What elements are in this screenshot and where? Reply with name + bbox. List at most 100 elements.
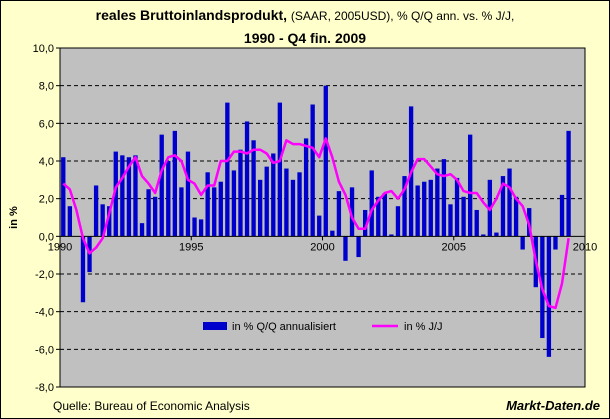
y-axis-label: in % [8,206,20,229]
plot-area [60,48,585,387]
y-tick-label: 4,0 [39,156,54,168]
bar [80,236,86,303]
bar [113,151,118,237]
y-tick-label: 8,0 [39,81,54,93]
bar [303,138,309,237]
legend-label-bars: in % Q/Q annualisiert [232,321,336,333]
x-tick-label: 1990 [48,241,72,253]
bar [474,209,479,237]
bar [126,157,132,237]
bar [415,185,420,237]
bar [205,172,210,237]
bar [93,185,99,237]
bar [343,236,348,261]
bar [559,194,565,237]
chart-subtitle: 1990 - Q4 fin. 2009 [243,30,367,46]
bar [461,196,466,237]
bar [402,176,407,237]
bar [225,102,230,237]
plot-border [59,47,586,388]
bar [120,155,125,237]
bar [323,85,328,237]
y-tick-label: -8,0 [35,382,54,394]
bar [297,172,302,237]
bar [172,130,178,237]
bar [481,234,486,237]
bar-series [61,85,571,357]
bar [231,170,237,237]
x-tick-label: 2005 [442,241,466,253]
line-series [62,137,570,310]
bar [454,177,460,237]
bar [61,157,66,237]
bar [100,204,105,237]
bar [152,196,158,237]
bar [467,134,473,237]
bar [546,236,552,357]
bar [507,168,512,237]
y-tick-label: -2,0 [35,269,54,281]
y-tick-label: 6,0 [39,118,54,130]
bar [192,217,197,237]
y-tick-label: 10,0 [33,43,54,55]
bar [349,187,355,237]
y-tick-label: -4,0 [35,307,54,319]
bar [317,215,322,237]
bar [244,121,250,237]
bar [251,140,256,237]
bar [356,236,361,258]
bar [264,166,269,237]
bar [369,170,374,237]
bar [566,130,571,237]
bar [310,104,315,237]
bar [67,206,73,237]
y-tick-label: 0,0 [39,231,54,243]
bar [494,232,499,237]
bar [362,209,368,237]
bar [389,234,394,237]
bar [428,179,433,237]
bar [185,151,191,237]
bar [271,153,276,237]
chart-title-normal: (SAAR, 2005USD), % Q/Q ann. vs. % J/J, [290,9,515,23]
bar [107,206,112,237]
bar [448,204,453,237]
axes: -8,0 -6,0 -4,0 -2,0 0,0 2,0 4,0 6,0 8,0 10,0 1990 1… [8,43,597,394]
bar [139,223,145,237]
source-note: Quelle: Bureau of Economic Analysis [53,399,250,413]
bar [513,196,519,237]
bar [553,236,558,250]
bar [179,187,184,237]
y-tick-label: -6,0 [35,344,54,356]
legend-swatch-bars [203,322,227,330]
bar [218,181,223,237]
bar [395,206,401,237]
bar [382,193,388,237]
brand-logo: Markt-Daten.de [506,398,600,413]
x-tick-label: 2000 [310,241,334,253]
bar [330,230,335,237]
chart-title: reales Bruttoinlandsprodukt, (SAAR, 2005… [0,7,610,23]
bar [257,179,263,237]
x-tick-label: 2010 [573,241,597,253]
bar [133,155,138,237]
yoy-line [62,137,570,310]
bar [198,219,204,237]
bar [166,161,171,237]
bar [290,179,296,237]
bar [146,189,151,237]
bar [500,176,506,237]
x-tick-label: 1995 [179,241,203,253]
y-tick-label: 2,0 [39,194,54,206]
bar [336,191,342,237]
bar [422,181,427,237]
bar [238,149,243,237]
legend-label-line: in % J/J [404,321,443,333]
chart-title-bold: reales Bruttoinlandsprodukt, [95,7,288,23]
bar [284,168,289,237]
bar [277,102,283,237]
bar [376,196,381,237]
bar [520,236,525,250]
bar [441,159,447,237]
